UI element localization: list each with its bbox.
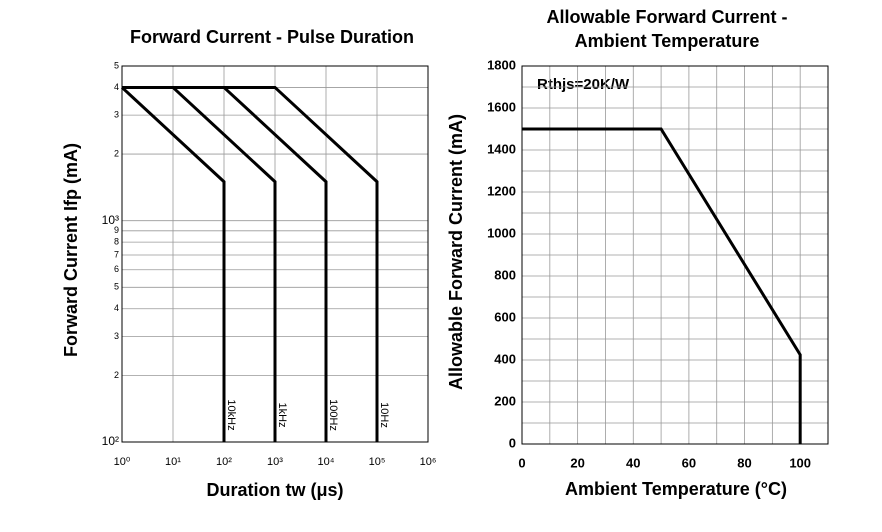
y-tick-label: 4 — [114, 303, 119, 313]
chart-title: Forward Current - Pulse Duration — [130, 27, 414, 47]
y-tick-label: 6 — [114, 264, 119, 274]
y-tick-label: 0 — [509, 435, 516, 450]
y-tick-label: 1600 — [487, 99, 516, 114]
data-line — [522, 127, 802, 444]
x-tick-label: 60 — [682, 455, 696, 470]
x-tick-label: 10⁶ — [420, 456, 437, 468]
y-tick-label: 9 — [114, 225, 119, 235]
x-tick-label: 10² — [216, 456, 232, 468]
plot-frame — [521, 65, 829, 445]
y-axis-label: Forward Current Ifp (mA) — [61, 143, 81, 357]
x-tick-label: 40 — [626, 455, 640, 470]
x-tick-label: 100 — [789, 455, 811, 470]
y-tick-label: 1000 — [487, 225, 516, 240]
y-tick-label: 400 — [494, 351, 516, 366]
y-tick-label: 1800 — [487, 57, 516, 72]
y-tick-label: 5 — [114, 60, 119, 70]
data-line — [122, 85, 277, 442]
y-axis-label: Allowable Forward Current (mA) — [446, 114, 466, 390]
y-tick-label: 8 — [114, 237, 119, 247]
y-tick-label: 10³ — [102, 213, 119, 227]
y-tick-label: 800 — [494, 267, 516, 282]
series-label: 1kHz — [276, 402, 288, 427]
x-tick-label: 10⁵ — [369, 456, 386, 468]
y-tick-label: 600 — [494, 309, 516, 324]
x-tick-label: 0 — [518, 455, 525, 470]
y-tick-label: 200 — [494, 393, 516, 408]
y-tick-label: 3 — [114, 331, 119, 341]
x-axis-label: Ambient Temperature (°C) — [565, 479, 787, 499]
y-tick-label: 5 — [114, 282, 119, 292]
x-tick-label: 10⁴ — [318, 456, 335, 468]
x-tick-label: 10¹ — [165, 456, 181, 468]
series-label: 10kHz — [225, 399, 237, 430]
chart-title: Allowable Forward Current - — [546, 7, 787, 27]
annotation: Rthjs=20K/W — [537, 76, 630, 93]
y-tick-label: 2 — [114, 370, 119, 380]
y-tick-label: 4 — [114, 82, 119, 92]
y-tick-label: 7 — [114, 249, 119, 259]
chart-title: Ambient Temperature — [575, 31, 760, 51]
x-tick-label: 10⁰ — [114, 456, 131, 468]
y-tick-label: 1400 — [487, 141, 516, 156]
y-tick-label: 10² — [102, 434, 119, 448]
series-label: 10Hz — [378, 402, 390, 428]
series-label: 100Hz — [327, 399, 339, 431]
y-tick-label: 1200 — [487, 183, 516, 198]
x-tick-label: 20 — [570, 455, 584, 470]
data-line — [120, 86, 226, 442]
data-line — [122, 85, 379, 442]
y-tick-label: 3 — [114, 109, 119, 119]
x-tick-label: 80 — [737, 455, 751, 470]
x-axis-label: Duration tw (μs) — [206, 480, 343, 500]
y-tick-label: 2 — [114, 148, 119, 158]
x-tick-label: 10³ — [267, 456, 283, 468]
